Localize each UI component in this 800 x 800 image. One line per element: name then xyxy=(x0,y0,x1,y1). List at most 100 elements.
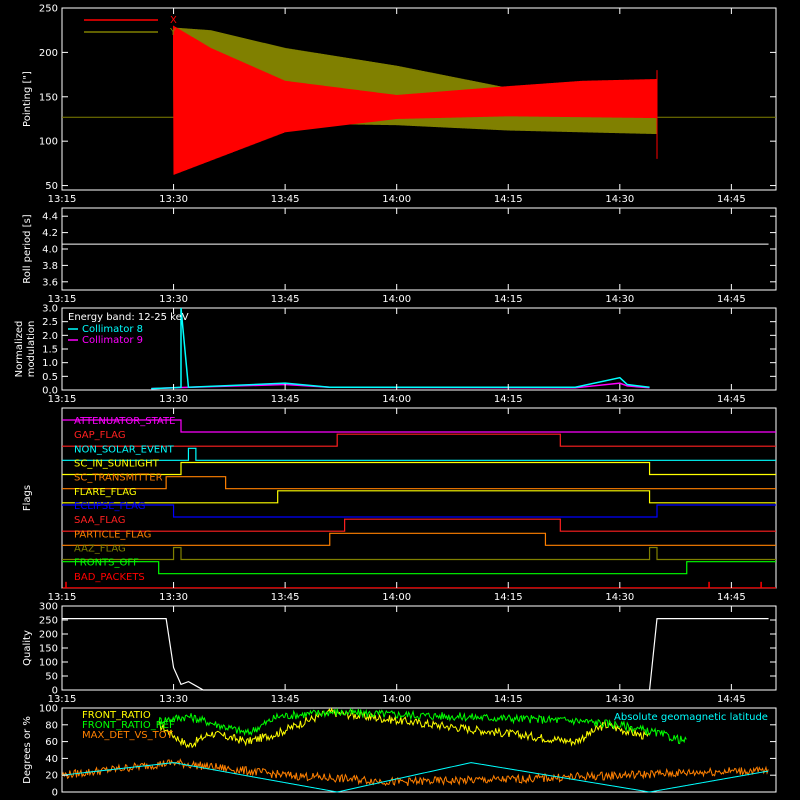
x-tick-label: 14:00 xyxy=(382,592,411,603)
x-tick-label: 14:30 xyxy=(605,694,634,705)
legend-label-front_ratio_ref: FRONT_RATIO_REF xyxy=(82,720,175,731)
x-tick-label: 13:45 xyxy=(271,294,300,305)
series-max_det_vs_tot-line xyxy=(61,758,769,787)
x-tick-label: 13:15 xyxy=(48,592,77,603)
pointing-frame xyxy=(61,7,777,191)
y-tick-label: 250 xyxy=(39,4,58,15)
flag-label-fronts_off: FRONTS_OFF xyxy=(74,558,139,569)
y-tick-label: 100 xyxy=(39,704,58,715)
x-tick-label: 13:15 xyxy=(48,194,77,205)
y-tick-label: 200 xyxy=(39,630,58,641)
x-tick-label: 13:45 xyxy=(271,694,300,705)
y-tick-label: 4.4 xyxy=(42,212,58,223)
x-tick-label: 13:30 xyxy=(159,194,188,205)
flag-line-fronts_off xyxy=(62,561,776,575)
x-tick-label: 14:45 xyxy=(717,294,746,305)
y-axis-label: Degrees or % xyxy=(22,716,33,784)
y-tick-label: 1.5 xyxy=(42,345,58,356)
y-tick-label: 40 xyxy=(45,754,58,765)
y-tick-label: 50 xyxy=(45,672,58,683)
flags-frame xyxy=(61,407,777,589)
y-tick-label: 2.5 xyxy=(42,317,58,328)
flag-line-non_solar_event xyxy=(62,447,776,461)
x-tick-label: 14:15 xyxy=(494,694,523,705)
x-tick-label: 13:45 xyxy=(271,194,300,205)
flag-line-sc_transmitter xyxy=(62,476,776,490)
x-tick-label: 14:15 xyxy=(494,194,523,205)
x-tick-label: 14:15 xyxy=(494,394,523,405)
y-tick-label: 150 xyxy=(39,92,58,103)
y-tick-label: 4.0 xyxy=(42,245,58,256)
y-tick-label: 20 xyxy=(45,771,58,782)
x-tick-label: 14:45 xyxy=(717,194,746,205)
flag-line-particle_flag xyxy=(62,532,776,546)
legend-label-collimator-9: Collimator 9 xyxy=(82,335,143,346)
y-tick-label: 0.0 xyxy=(42,386,58,397)
y-tick-label: 4.2 xyxy=(42,228,58,239)
y-axis-label: Flags xyxy=(22,485,33,511)
flag-label-sc_transmitter: SC_TRANSMITTER xyxy=(74,473,163,484)
y-tick-label: 0 xyxy=(52,686,58,697)
legend-label-geomagnetic-latitude: Absolute geomagnetic latitude xyxy=(614,712,768,723)
y-tick-label: 60 xyxy=(45,737,58,748)
y-tick-label: 150 xyxy=(39,644,58,655)
flag-line-eclipse_flag xyxy=(62,504,776,518)
flag-label-non_solar_event: NON_SOLAR_EVENT xyxy=(74,444,175,455)
x-tick-label: 14:00 xyxy=(382,294,411,305)
x-tick-label: 14:30 xyxy=(605,394,634,405)
y-tick-label: 80 xyxy=(45,720,58,731)
flag-line-attenuator_state xyxy=(62,419,776,433)
x-tick-label: 13:15 xyxy=(48,294,77,305)
x-tick-label: 13:45 xyxy=(271,592,300,603)
x-tick-label: 14:00 xyxy=(382,194,411,205)
y-tick-label: 0.5 xyxy=(42,372,58,383)
y-tick-label: 250 xyxy=(39,616,58,627)
y-axis-label: Pointing ["] xyxy=(22,71,33,127)
x-tick-label: 14:00 xyxy=(382,694,411,705)
legend-label-y: Y xyxy=(169,27,177,38)
flag-line-flare_flag xyxy=(62,490,776,504)
y-tick-label: 100 xyxy=(39,137,58,148)
y-axis-label: Normalized xyxy=(14,321,25,378)
x-tick-label: 14:30 xyxy=(605,294,634,305)
x-tick-label: 14:15 xyxy=(494,294,523,305)
x-tick-label: 14:45 xyxy=(717,592,746,603)
y-tick-label: 200 xyxy=(39,48,58,59)
y-tick-label: 3.8 xyxy=(42,261,58,272)
ratios-frame xyxy=(61,707,777,793)
y-axis-label: modulation xyxy=(26,321,37,378)
flag-label-bad_packets: BAD_PACKETS xyxy=(74,572,145,583)
flag-label-gap_flag: GAP_FLAG xyxy=(74,430,126,441)
x-tick-label: 14:30 xyxy=(605,592,634,603)
y-tick-label: 1.0 xyxy=(42,358,58,369)
x-tick-label: 13:30 xyxy=(159,294,188,305)
flag-line-aaz_flag xyxy=(62,546,776,561)
flag-line-gap_flag xyxy=(62,433,776,447)
x-tick-label: 13:30 xyxy=(159,694,188,705)
y-tick-label: 3.0 xyxy=(42,304,58,315)
roll-frame xyxy=(61,207,777,291)
series-x-line xyxy=(172,25,658,175)
y-tick-label: 0 xyxy=(52,788,58,799)
series-collimator-8-line xyxy=(151,307,650,390)
flag-label-flare_flag: FLARE_FLAG xyxy=(74,487,137,498)
flag-line-sc_in_sunlight xyxy=(62,461,776,476)
x-tick-label: 13:30 xyxy=(159,394,188,405)
x-tick-label: 14:00 xyxy=(382,394,411,405)
legend-label-x: X xyxy=(170,15,177,26)
y-tick-label: 100 xyxy=(39,658,58,669)
flag-label-aaz_flag: AAZ_FLAG xyxy=(74,544,126,555)
flag-label-sc_in_sunlight: SC_IN_SUNLIGHT xyxy=(74,459,160,470)
x-tick-label: 13:15 xyxy=(48,394,77,405)
y-tick-label: 2.0 xyxy=(42,331,58,342)
flag-label-particle_flag: PARTICLE_FLAG xyxy=(74,529,151,540)
x-tick-label: 13:30 xyxy=(159,592,188,603)
y-tick-label: 50 xyxy=(45,181,58,192)
y-tick-label: 300 xyxy=(39,602,58,613)
y-axis-label: Roll period [s] xyxy=(22,214,33,283)
x-tick-label: 13:45 xyxy=(271,394,300,405)
energy-band-annotation: Energy band: 12-25 keV xyxy=(68,312,189,323)
legend-label-front_ratio: FRONT_RATIO xyxy=(82,710,151,721)
x-tick-label: 14:30 xyxy=(605,194,634,205)
